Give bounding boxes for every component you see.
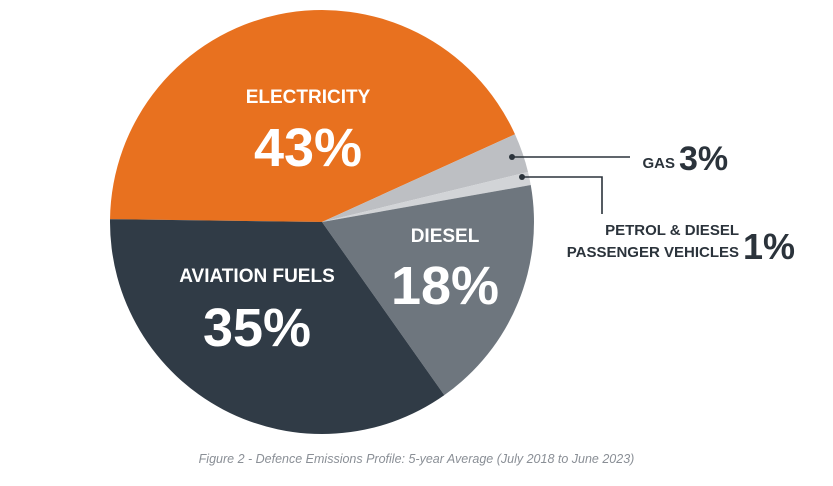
gas-label: GAS	[642, 155, 675, 172]
electricity-label: ELECTRICITY	[246, 87, 371, 108]
slice-gas	[322, 134, 529, 222]
petrol-leader-dot	[519, 174, 525, 180]
electricity-value: 43%	[254, 118, 362, 178]
gas-leader-dot	[509, 154, 515, 160]
petrol-leader-line	[522, 176, 603, 214]
slice-diesel	[322, 185, 534, 396]
diesel-label: DIESEL	[411, 226, 480, 247]
petrol-label-line1: PETROL & DIESEL	[605, 222, 739, 239]
aviation-label: AVIATION FUELS	[179, 266, 335, 287]
petrol-value: 1%	[743, 226, 795, 267]
petrol-label-line2: PASSENGER VEHICLES	[567, 244, 739, 261]
figure-caption: Figure 2 - Defence Emissions Profile: 5-…	[198, 452, 635, 466]
diesel-value: 18%	[391, 256, 499, 316]
pie-chart: ELECTRICITY 43% DIESEL 18% AVIATION FUEL…	[110, 10, 795, 434]
slice-aviation-fuels	[110, 219, 445, 434]
slice-electricity	[110, 10, 516, 222]
aviation-value: 35%	[203, 298, 311, 358]
gas-value: 3%	[679, 140, 728, 178]
slice-petrol-diesel-vehicles	[322, 172, 531, 222]
